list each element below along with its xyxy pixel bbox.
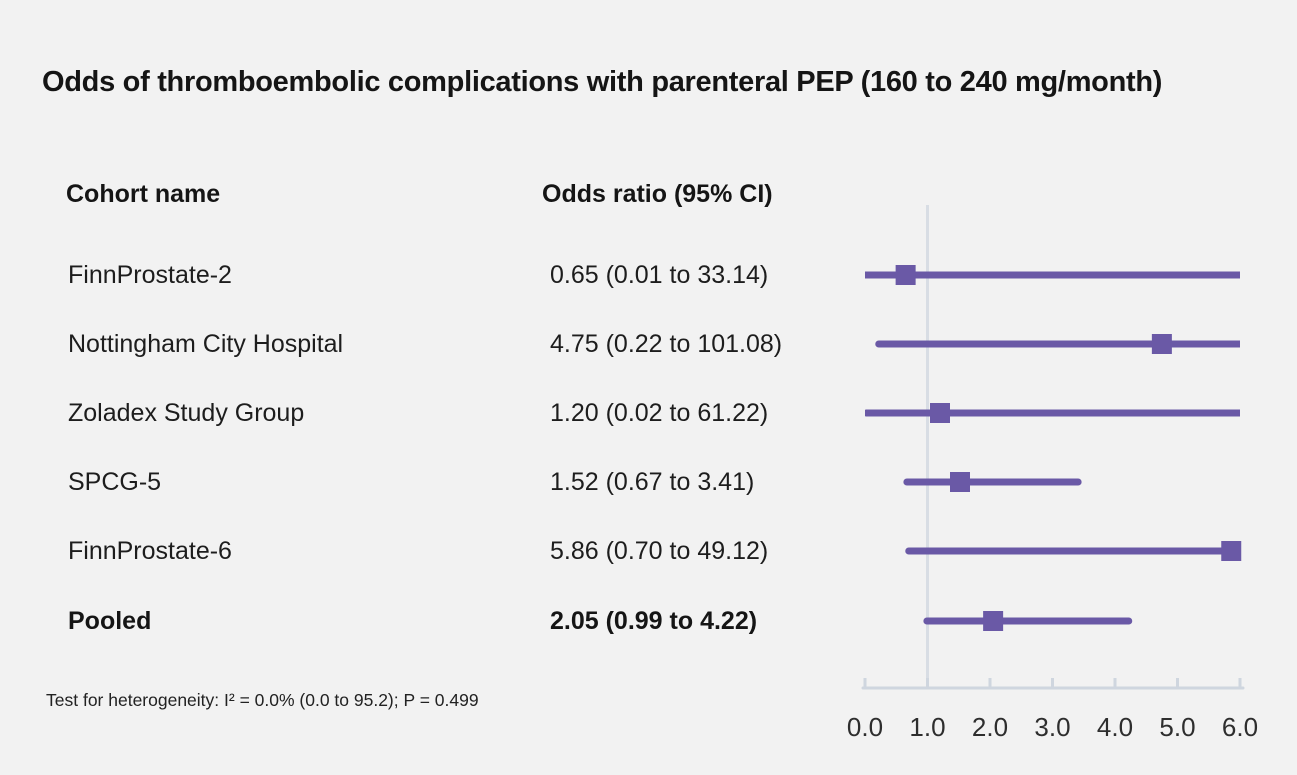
cohort-name: SPCG-5 (68, 468, 162, 496)
column-header-odds-ratio: Odds ratio (95% CI) (542, 180, 773, 208)
odds-ratio-marker (983, 611, 1004, 631)
cohort-name: Pooled (68, 607, 152, 635)
x-axis-tick-label: 3.0 (1034, 712, 1070, 742)
table-row-pooled: Pooled 2.05 (0.99 to 4.22) (0, 603, 850, 639)
odds-ratio-value: 1.52 (0.67 to 3.41) (550, 468, 755, 496)
odds-ratio-marker (895, 265, 916, 285)
table-row: FinnProstate-2 0.65 (0.01 to 33.14) (0, 257, 850, 293)
table-row: Zoladex Study Group 1.20 (0.02 to 61.22) (0, 395, 850, 431)
x-axis-tick-label: 1.0 (909, 712, 945, 742)
cohort-name: FinnProstate-2 (68, 261, 232, 289)
cohort-name: Nottingham City Hospital (68, 330, 344, 358)
heterogeneity-footnote: Test for heterogeneity: I² = 0.0% (0.0 t… (46, 690, 479, 710)
column-header-cohort-name: Cohort name (66, 180, 221, 208)
x-axis-tick-label: 2.0 (972, 712, 1008, 742)
chart-title: Odds of thromboembolic complications wit… (42, 66, 1163, 98)
x-axis-tick-label: 5.0 (1159, 712, 1195, 742)
table-row: FinnProstate-6 5.86 (0.70 to 49.12) (0, 533, 850, 569)
odds-ratio-marker (930, 403, 950, 423)
ci-lines-group (865, 271, 1240, 625)
x-axis-tick-label: 0.0 (847, 712, 883, 742)
odds-ratio-marker (950, 472, 970, 492)
x-axis-tick-label: 4.0 (1097, 712, 1133, 742)
table-row: Nottingham City Hospital 4.75 (0.22 to 1… (0, 326, 850, 362)
odds-ratio-value: 0.65 (0.01 to 33.14) (550, 261, 769, 289)
odds-ratio-value: 1.20 (0.02 to 61.22) (550, 399, 769, 427)
odds-ratio-marker (1221, 541, 1242, 561)
odds-ratio-value: 2.05 (0.99 to 4.22) (550, 607, 758, 635)
odds-ratio-value: 4.75 (0.22 to 101.08) (550, 330, 783, 358)
odds-ratio-marker (1151, 334, 1172, 354)
cohort-name: FinnProstate-6 (68, 537, 232, 565)
cohort-name: Zoladex Study Group (68, 399, 305, 427)
odds-ratio-value: 5.86 (0.70 to 49.12) (550, 537, 769, 565)
table-row: SPCG-5 1.52 (0.67 to 3.41) (0, 464, 850, 500)
x-axis-tick-label: 6.0 (1222, 712, 1258, 742)
